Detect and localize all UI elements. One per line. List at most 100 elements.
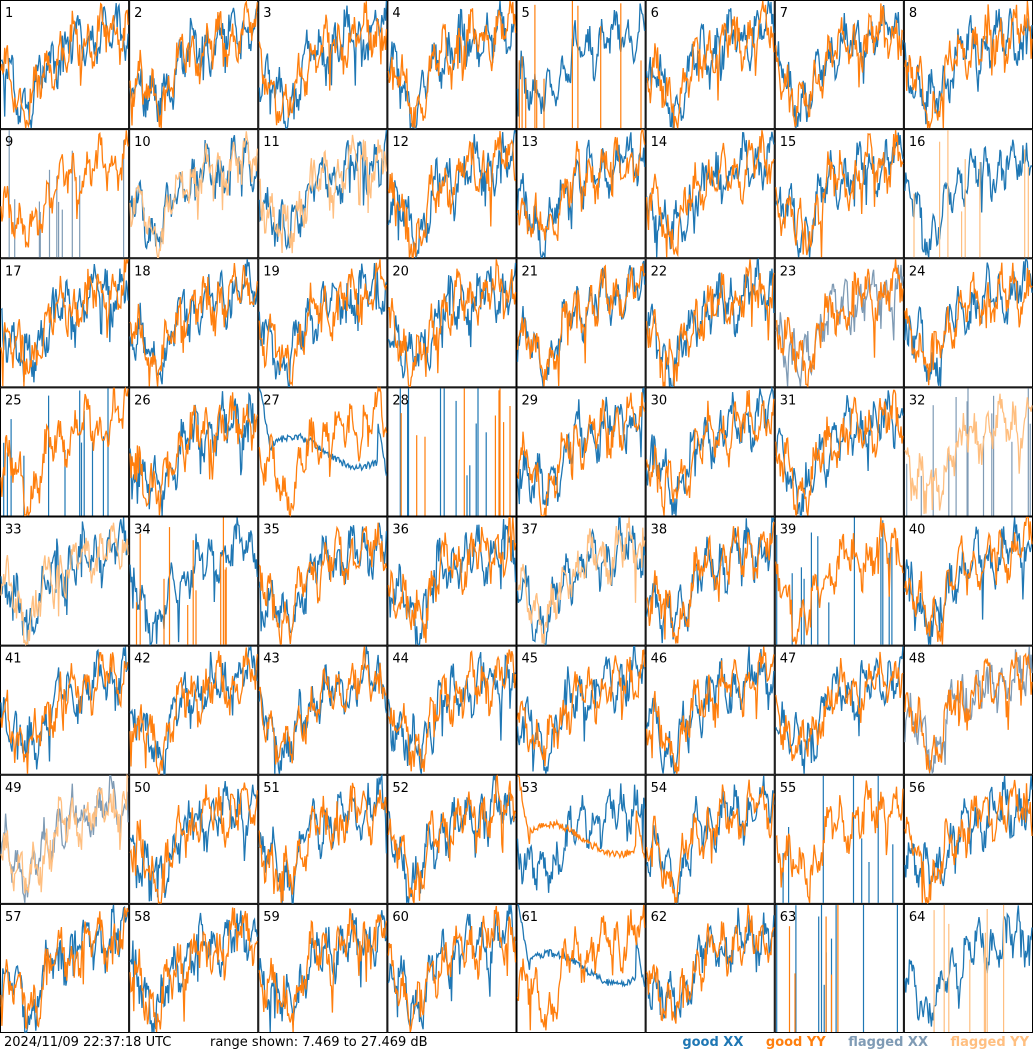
panel-22: 22: [645, 258, 775, 388]
panel-59: 59: [258, 903, 388, 1033]
yy-series: [129, 907, 258, 1033]
xx-series: [645, 775, 775, 905]
panel-number: 16: [909, 135, 926, 150]
xx-series: [258, 130, 388, 251]
panel-48: 48: [903, 645, 1033, 775]
panel-frame: [129, 0, 259, 130]
panel-number: 56: [909, 781, 926, 796]
panel-56: 56: [903, 774, 1033, 905]
panel-number: 30: [651, 393, 668, 408]
yy-series: [516, 129, 646, 241]
panel-number: 36: [392, 523, 409, 538]
panel-number: 4: [392, 6, 400, 21]
panel-1: 1: [0, 0, 130, 130]
panel-frame: [774, 516, 904, 646]
yy-series: [129, 782, 258, 904]
yy-series: [645, 779, 775, 904]
panel-47: 47: [774, 645, 904, 775]
xx-series: [0, 775, 129, 903]
panel-number: 22: [651, 264, 668, 279]
yy-series: [645, 904, 775, 1024]
panel-12: 12: [387, 129, 517, 260]
panel-number: 1: [5, 6, 13, 21]
panel-44: 44: [387, 645, 517, 775]
panel-60: 60: [387, 903, 517, 1033]
panel-number: 43: [263, 652, 280, 667]
footer-bar: 2024/11/09 22:37:18 UTC range shown: 7.4…: [0, 1033, 1033, 1053]
panel-number: 7: [780, 6, 788, 21]
panel-14: 14: [645, 129, 775, 259]
panel-number: 46: [651, 652, 668, 667]
panel-number: 12: [392, 135, 409, 150]
xx-series: [0, 264, 129, 383]
panel-number: 41: [5, 652, 22, 667]
panel-39: 39: [774, 516, 904, 646]
xx-series: [387, 262, 517, 379]
panel-number: 33: [5, 523, 22, 538]
panel-32: 32: [903, 387, 1033, 517]
panel-number: 21: [522, 264, 539, 279]
panel-number: 32: [909, 393, 926, 408]
xx-series: [904, 8, 1033, 125]
yy-series: [387, 774, 517, 904]
panel-11: 11: [258, 129, 388, 259]
panel-number: 54: [651, 781, 668, 796]
panel-43: 43: [258, 645, 388, 775]
yy-series: [775, 3, 904, 128]
panel-54: 54: [645, 774, 775, 905]
xx-series: [129, 645, 258, 775]
panel-27: 27: [258, 385, 388, 518]
yy-series: [129, 0, 258, 129]
panel-21: 21: [516, 258, 646, 388]
panel-3: 3: [258, 0, 388, 130]
xx-series: [387, 129, 517, 260]
panel-frame: [0, 129, 130, 259]
panel-frame: [0, 645, 130, 775]
panel-number: 15: [780, 135, 797, 150]
panel-36: 36: [387, 516, 517, 646]
panel-number: 29: [522, 393, 539, 408]
yy-series: [775, 130, 904, 258]
panel-8: 8: [903, 0, 1033, 130]
panel-46: 46: [645, 645, 775, 775]
timestamp-text: 2024/11/09 22:37:18 UTC: [4, 1035, 172, 1050]
panel-25: 25: [0, 386, 130, 517]
panel-23: 23: [774, 258, 904, 389]
yy-series: [645, 389, 775, 516]
xx-series: [775, 646, 904, 774]
panel-38: 38: [645, 516, 775, 646]
panel-frame: [387, 387, 517, 517]
panel-33: 33: [0, 516, 130, 647]
yy-series: [258, 646, 387, 765]
xx-series: [904, 775, 1033, 890]
panel-number: 64: [909, 910, 926, 925]
panel-58: 58: [129, 903, 259, 1033]
xx-series: [904, 905, 1033, 1027]
panel-50: 50: [129, 774, 259, 904]
panel-number: 63: [780, 910, 797, 925]
yy-series: [129, 392, 258, 516]
xx-series: [775, 264, 904, 387]
panel-57: 57: [0, 903, 130, 1033]
panel-number: 58: [134, 910, 151, 925]
panel-62: 62: [645, 903, 775, 1033]
yy-series: [904, 262, 1033, 386]
yy-series: [258, 259, 388, 387]
panel-2: 2: [129, 0, 259, 130]
xx-series: [516, 3, 646, 117]
panel-number: 10: [134, 135, 151, 150]
panel-number: 28: [392, 393, 409, 408]
panel-frame: [774, 903, 904, 1033]
panel-52: 52: [387, 774, 517, 904]
range-text: range shown: 7.469 to 27.469 dB: [210, 1035, 428, 1050]
panel-number: 47: [780, 652, 797, 667]
panel-7: 7: [774, 0, 904, 130]
panel-number: 11: [263, 135, 280, 150]
panel-number: 26: [134, 393, 151, 408]
panel-number: 2: [134, 6, 142, 21]
panel-frame: [0, 0, 130, 130]
panel-number: 44: [392, 652, 409, 667]
panel-frame: [645, 774, 775, 904]
panel-number: 51: [263, 781, 280, 796]
yy-series: [0, 2, 129, 129]
